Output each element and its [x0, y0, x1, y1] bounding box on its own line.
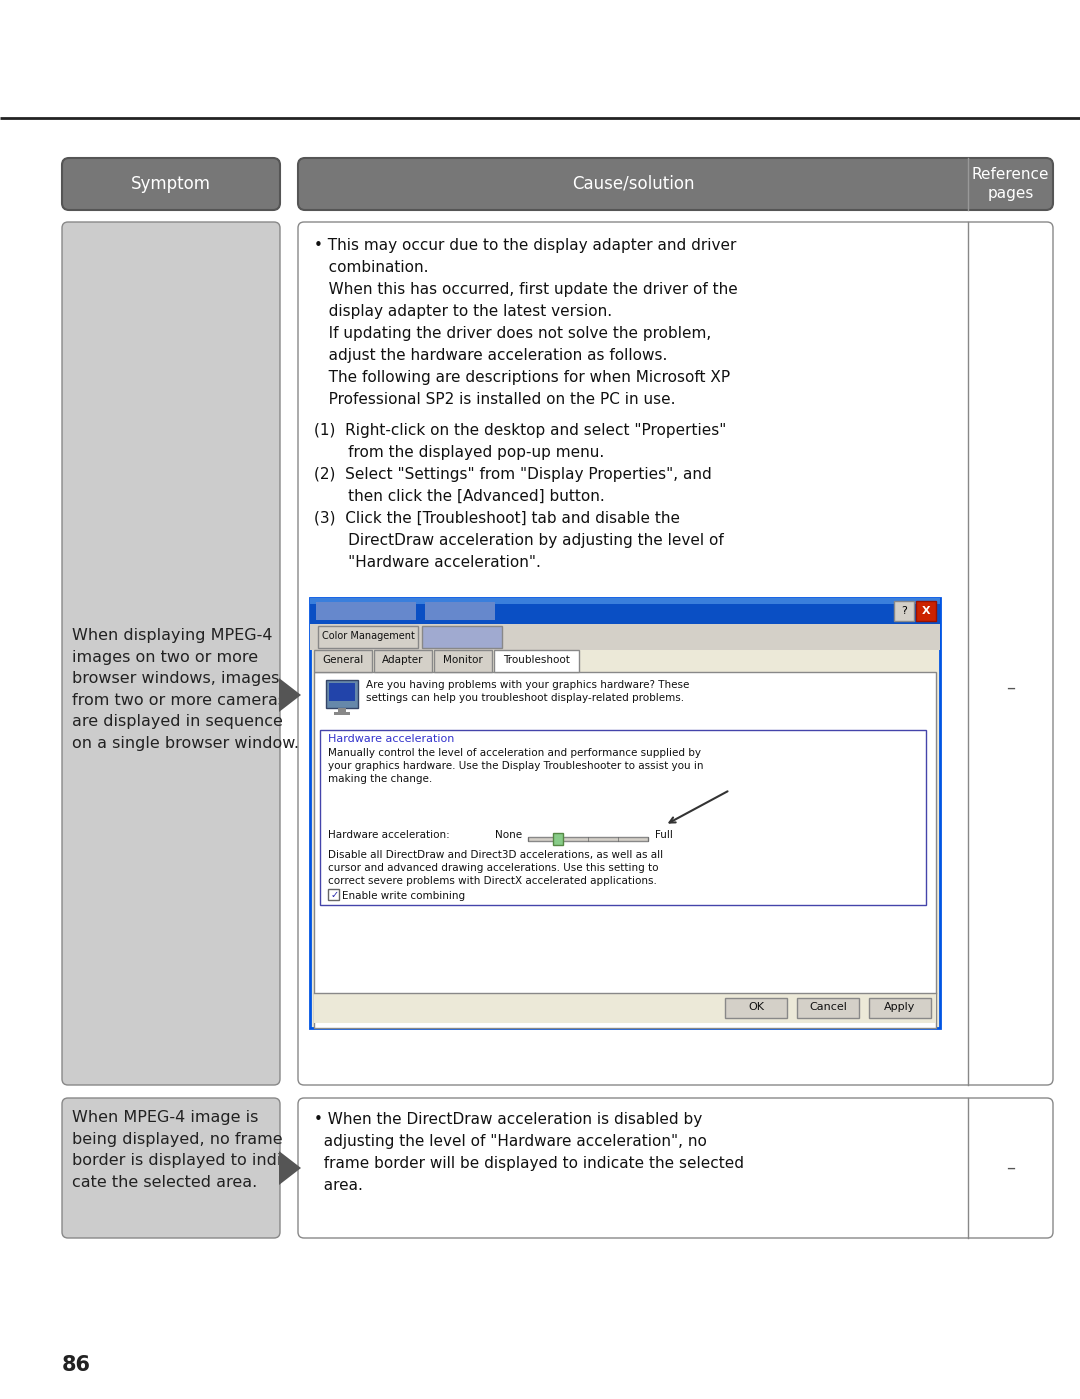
Text: Reference
pages: Reference pages — [972, 166, 1050, 201]
Text: When MPEG-4 image is
being displayed, no frame
border is displayed to indi-
cate: When MPEG-4 image is being displayed, no… — [72, 1109, 287, 1189]
Text: Cause/solution: Cause/solution — [571, 175, 694, 193]
Text: Hardware acceleration: Hardware acceleration — [328, 734, 455, 744]
Polygon shape — [279, 679, 301, 712]
FancyBboxPatch shape — [298, 1098, 1053, 1238]
Bar — [528, 837, 648, 841]
Text: ?: ? — [901, 606, 907, 616]
Bar — [320, 730, 926, 905]
Bar — [338, 708, 346, 712]
FancyBboxPatch shape — [62, 158, 280, 210]
Bar — [310, 597, 940, 604]
Bar — [314, 993, 936, 1023]
Bar — [326, 680, 357, 708]
Bar — [316, 602, 416, 620]
FancyBboxPatch shape — [298, 222, 1053, 1086]
Bar — [310, 624, 940, 651]
Bar — [797, 997, 859, 1018]
Text: Disable all DirectDraw and Direct3D accelerations, as well as all
cursor and adv: Disable all DirectDraw and Direct3D acce… — [328, 851, 663, 886]
Text: Hardware acceleration:: Hardware acceleration: — [328, 830, 449, 839]
Text: Are you having problems with your graphics hardware? These
settings can help you: Are you having problems with your graphi… — [366, 680, 689, 704]
Text: 86: 86 — [62, 1356, 91, 1375]
Bar — [328, 888, 339, 900]
Bar — [494, 651, 579, 672]
Bar — [916, 602, 936, 621]
Bar — [869, 997, 931, 1018]
Text: X: X — [921, 606, 930, 616]
Text: –: – — [1005, 1158, 1015, 1177]
Text: (1)  Right-click on the desktop and select "Properties"
       from the displaye: (1) Right-click on the desktop and selec… — [314, 422, 727, 569]
Text: • This may occur due to the display adapter and driver
   combination.
   When t: • This may occur due to the display adap… — [314, 238, 738, 407]
Text: Symptom: Symptom — [131, 175, 211, 193]
Text: ✓: ✓ — [330, 890, 339, 900]
FancyBboxPatch shape — [298, 158, 1053, 210]
Text: Adapter: Adapter — [382, 655, 423, 665]
Bar — [426, 602, 495, 620]
Bar — [374, 651, 432, 672]
Text: Troubleshoot: Troubleshoot — [503, 655, 570, 665]
Text: Enable write combining: Enable write combining — [342, 891, 465, 901]
Text: Manually control the level of acceleration and performance supplied by
your grap: Manually control the level of accelerati… — [328, 748, 703, 783]
FancyBboxPatch shape — [62, 222, 280, 1086]
Polygon shape — [279, 1151, 301, 1185]
Text: When displaying MPEG-4
images on two or more
browser windows, images
from two or: When displaying MPEG-4 images on two or … — [72, 628, 299, 751]
Bar — [310, 597, 940, 1028]
Bar — [422, 625, 502, 648]
Bar — [314, 651, 372, 672]
Text: OK: OK — [748, 1002, 764, 1011]
Bar — [310, 597, 940, 624]
Bar — [434, 651, 492, 672]
Text: –: – — [1005, 679, 1015, 697]
Text: None: None — [495, 830, 522, 839]
Bar — [553, 832, 563, 845]
Text: General: General — [322, 655, 364, 665]
Text: Cancel: Cancel — [809, 1002, 847, 1011]
Text: Color Management: Color Management — [322, 631, 415, 641]
Bar — [318, 625, 418, 648]
Text: Apply: Apply — [885, 1002, 916, 1011]
Bar — [329, 683, 355, 701]
Bar — [314, 672, 936, 1028]
Bar — [894, 602, 914, 621]
Bar — [725, 997, 787, 1018]
Text: Full: Full — [654, 830, 673, 839]
Bar — [334, 712, 350, 715]
FancyBboxPatch shape — [62, 1098, 280, 1238]
Text: • When the DirectDraw acceleration is disabled by
  adjusting the level of "Hard: • When the DirectDraw acceleration is di… — [314, 1112, 744, 1193]
Text: Monitor: Monitor — [443, 655, 483, 665]
